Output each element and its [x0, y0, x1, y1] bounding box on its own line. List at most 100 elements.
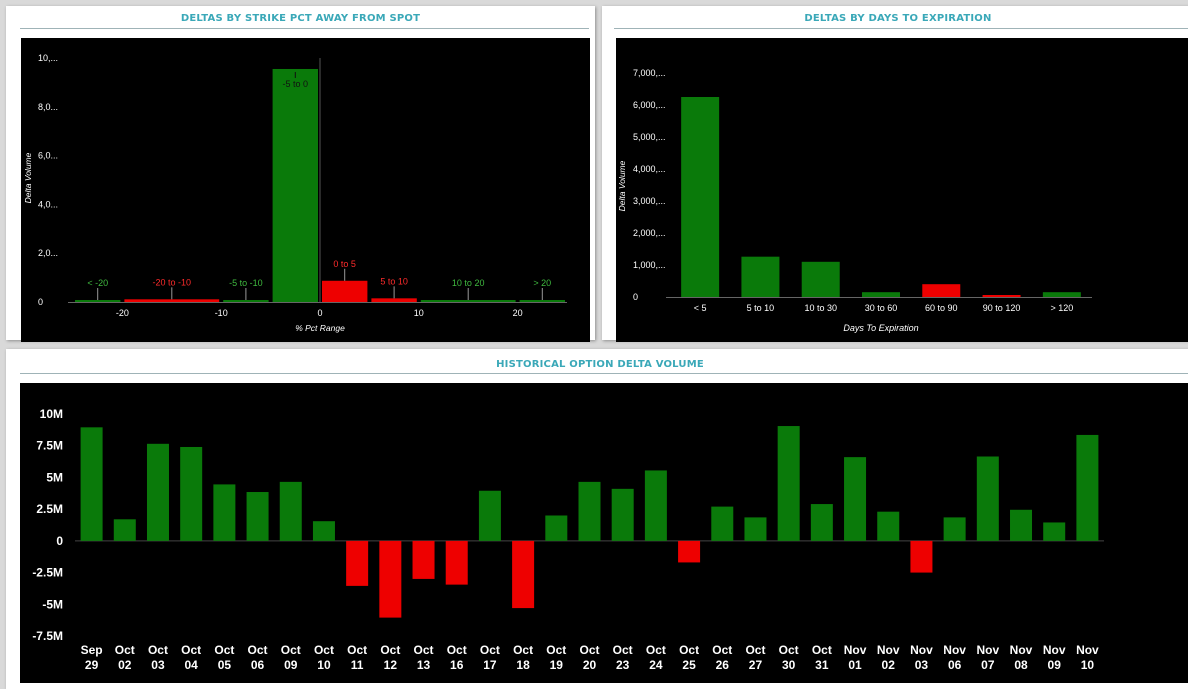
x-tick-label-month: Oct [613, 643, 633, 657]
strike-panel: DELTAS BY STRIKE PCT AWAY FROM SPOT 0 2,0… [6, 6, 595, 342]
x-tick-label: 10 [414, 308, 424, 318]
x-tick-label-month: Nov [910, 643, 933, 657]
bar [146, 443, 169, 541]
bar [272, 68, 318, 302]
bar [801, 261, 840, 297]
y-tick-label: 0 [38, 297, 43, 307]
x-tick-label-month: Sep [81, 643, 103, 657]
x-tick-label-day: 23 [616, 658, 630, 672]
bar [862, 292, 900, 297]
bar [777, 426, 800, 541]
x-tick-label-month: Oct [513, 643, 533, 657]
history-panel: HISTORICAL OPTION DELTA VOLUME 10M 7.5M 5M… [6, 349, 1188, 689]
x-tick-label-month: Oct [480, 643, 500, 657]
x-tick-label-day: 07 [981, 658, 995, 672]
x-tick-label: 60 to 90 [925, 303, 958, 313]
strike-panel-title: DELTAS BY STRIKE PCT AWAY FROM SPOT [180, 13, 421, 24]
y-tick-label: 7,000,... [633, 68, 666, 78]
y-tick-label: 2,0... [38, 248, 58, 258]
x-tick-label-month: Nov [844, 643, 867, 657]
bar [1042, 292, 1081, 297]
bar [976, 456, 999, 541]
x-tick-label-month: Nov [877, 643, 900, 657]
x-tick-label-month: Oct [148, 643, 168, 657]
bar [611, 488, 634, 541]
bar [741, 256, 780, 297]
expiration-panel-title: DELTAS BY DAYS TO EXPIRATION [804, 13, 992, 24]
x-tick-label-day: 03 [151, 658, 165, 672]
y-tick-label: -2.5M [32, 566, 63, 580]
bar [943, 517, 966, 541]
x-tick-label-day: 03 [915, 658, 929, 672]
data-label: 5 to 10 [380, 276, 408, 286]
x-tick-label-day: 04 [184, 658, 198, 672]
x-tick-label-month: Oct [414, 643, 434, 657]
x-tick-label-day: 24 [649, 658, 663, 672]
y-tick-label: 1,000,... [633, 260, 666, 270]
bar [644, 470, 667, 541]
x-tick-label: 0 [317, 308, 322, 318]
bar [545, 515, 568, 541]
expiration-panel-rule [614, 28, 1188, 29]
bar [681, 97, 720, 297]
bar [75, 300, 121, 302]
bar [420, 300, 516, 302]
x-tick-label-month: Oct [745, 643, 765, 657]
bar [711, 506, 734, 541]
y-tick-label: 2,000,... [633, 228, 666, 238]
history-panel-title: HISTORICAL OPTION DELTA VOLUME [496, 359, 704, 370]
history-chart-area: 10M 7.5M 5M 2.5M 0 -2.5M -5M -7.5M Sep 29 Oct 02 Oct… [20, 383, 1188, 683]
bar [877, 511, 900, 541]
bar [478, 490, 501, 541]
bar [279, 481, 302, 541]
x-tick-label-month: Oct [115, 643, 135, 657]
x-tick-label-month: Oct [579, 643, 599, 657]
bar [113, 519, 136, 541]
history-chart: 10M7.5M5M2.5M0-2.5M-5M-7.5MSep29Oct02Oct… [32, 407, 1104, 672]
y-axis-title: Delta Volume [617, 160, 627, 211]
x-tick-label: > 120 [1050, 303, 1073, 313]
data-label: -20 to -10 [153, 277, 192, 287]
bar [246, 492, 269, 541]
x-tick-label-day: 30 [782, 658, 796, 672]
x-tick-label-month: Nov [1010, 643, 1033, 657]
bar [371, 298, 417, 302]
y-tick-label: 2.5M [36, 502, 63, 516]
x-tick-label-month: Oct [679, 643, 699, 657]
x-tick-label: -20 [116, 308, 129, 318]
expiration-chart: 0 1,000,... 2,000,... 3,000,... 4,000,... 5,0… [617, 68, 1092, 333]
y-axis-title: Delta Volume [23, 152, 33, 203]
x-tick-label-day: 27 [749, 658, 763, 672]
x-tick-label-day: 02 [118, 658, 132, 672]
x-tick-label-day: 31 [815, 658, 829, 672]
x-tick-label-day: 16 [450, 658, 464, 672]
bar [412, 540, 435, 579]
x-tick-label-day: 09 [1048, 658, 1062, 672]
x-tick-label: < 5 [694, 303, 707, 313]
x-tick-label-day: 12 [384, 658, 398, 672]
x-tick-label-month: Oct [779, 643, 799, 657]
x-tick-label-month: Oct [380, 643, 400, 657]
data-label: 10 to 20 [452, 278, 485, 288]
x-tick-label-month: Oct [447, 643, 467, 657]
y-tick-label: 5,000,... [633, 132, 666, 142]
bar [124, 299, 220, 302]
x-tick-label-month: Oct [646, 643, 666, 657]
bar [844, 457, 867, 541]
bar [180, 446, 203, 541]
x-tick-label-day: 26 [716, 658, 730, 672]
x-tick-label-day: 02 [882, 658, 896, 672]
x-tick-label: 5 to 10 [747, 303, 775, 313]
x-tick-label-month: Nov [976, 643, 999, 657]
bar [223, 300, 269, 302]
x-tick-label-month: Oct [248, 643, 268, 657]
x-tick-label-day: 01 [848, 658, 862, 672]
bar [1010, 509, 1033, 541]
x-tick-label-day: 10 [317, 658, 331, 672]
y-tick-label: 6,000,... [633, 100, 666, 110]
x-tick-label-month: Nov [1076, 643, 1099, 657]
y-tick-label: -7.5M [32, 629, 63, 643]
x-tick-label-month: Oct [181, 643, 201, 657]
bar [982, 295, 1021, 297]
x-tick-label-day: 10 [1081, 658, 1095, 672]
